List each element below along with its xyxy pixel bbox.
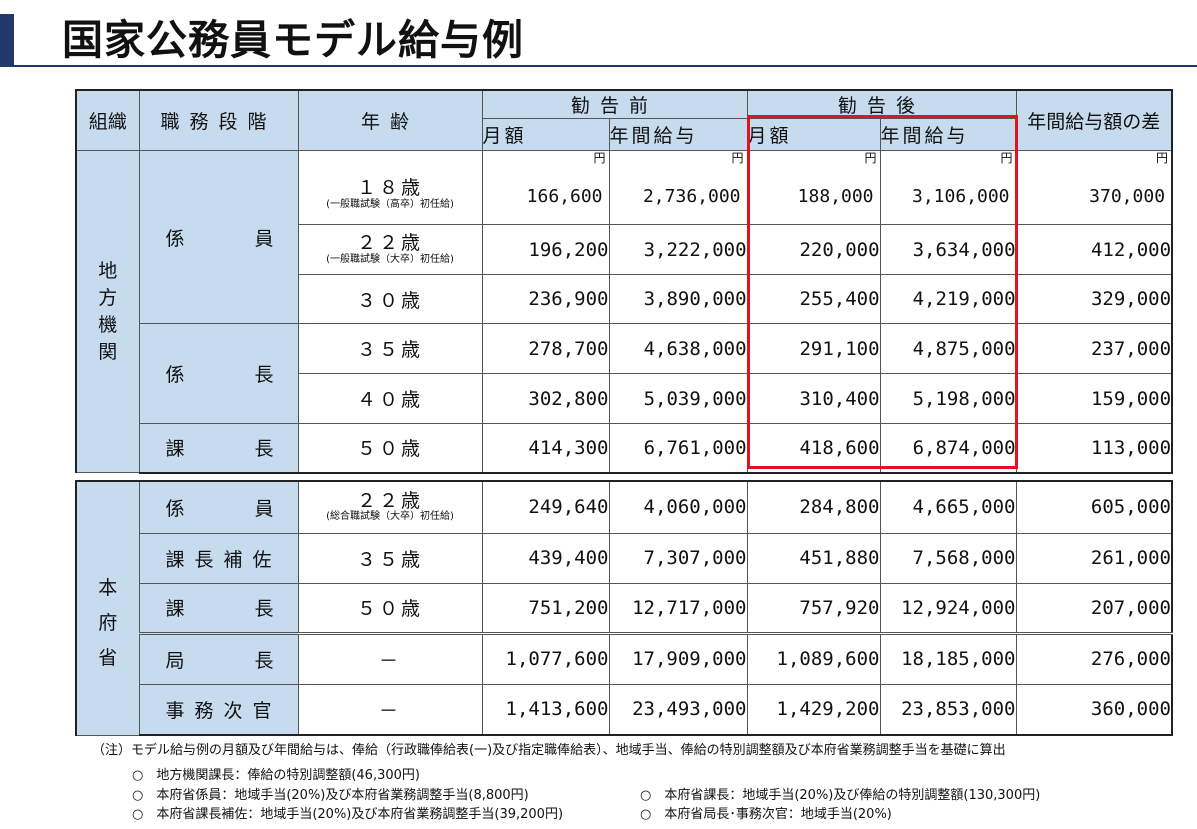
age-cell: ３５歳 (297, 323, 483, 374)
header-organization: 組織 (75, 89, 140, 151)
position-staff: 係員 (138, 150, 299, 324)
table-row: 局長 － 1,077,600 17,909,000 1,089,600 18,1… (76, 632, 1173, 685)
age-cell: ３０歳 (297, 274, 483, 324)
age-cell: １８歳 (一般職試験（高卒）初任給) (297, 150, 483, 225)
position-section-chief: 課長 (138, 423, 299, 474)
position-vice-minister: 事務次官 (138, 683, 299, 736)
table-row: 事務次官 － 1,413,600 23,493,000 1,429,200 23… (76, 683, 1173, 736)
ministry-salary-table: 本 府 省 係員 ２２歳 (総合職試験（大卒）初任給) 249,640 4,060… (75, 480, 1173, 736)
age-cell: ３５歳 (297, 532, 483, 584)
table-row: 課長 ５０歳 414,300 6,761,000 418,600 6,874,0… (76, 423, 1174, 474)
table-row: ３０歳 236,900 3,890,000 255,400 4,219,000 … (76, 274, 1174, 324)
age-cell: ２２歳 (総合職試験（大卒）初任給) (297, 480, 483, 534)
header-age: 年齢 (297, 89, 483, 151)
note-item: ○ 本府省課長：地域手当(20%)及び俸給の特別調整額(130,300円) (640, 788, 1041, 803)
header-after-annual: 年間給与 (879, 118, 1017, 151)
position-bureau-director: 局長 (138, 632, 299, 685)
header-after-monthly: 月額 (746, 118, 881, 151)
header-after: 勧告後 (746, 89, 1017, 119)
age-cell: ５０歳 (297, 423, 483, 474)
page-title: 国家公務員モデル給与例 (62, 16, 524, 64)
header-before-annual: 年間給与 (608, 118, 748, 151)
notes-intro: （注）モデル給与例の月額及び年間給与は、俸給（行政職俸給表(一)及び指定職俸給表… (92, 743, 1006, 758)
age-cell: － (297, 632, 483, 685)
header-diff: 年間給与額の差 (1015, 89, 1174, 151)
age-cell: － (297, 683, 483, 736)
age-cell: ５０歳 (297, 582, 483, 635)
table-row: 本 府 省 係員 ２２歳 (総合職試験（大卒）初任給) 249,640 4,060… (75, 480, 1173, 736)
notes-section: （注）モデル給与例の月額及び年間給与は、俸給（行政職俸給表(一)及び指定職俸給表… (92, 741, 1040, 822)
table-row: ２２歳 (一般職試験（大卒）初任給) 196,200 3,222,000 220,… (76, 224, 1174, 275)
org-ministry: 本 府 省 (75, 480, 140, 736)
header-before: 勧告前 (481, 89, 748, 119)
position-director: 課長 (138, 582, 299, 635)
title-underline (0, 65, 1197, 67)
table-row: 係長 ３５歳 278,700 4,638,000 291,100 4,875,0… (76, 323, 1174, 424)
org-regional: 地 方 機 関 (75, 150, 140, 473)
title-accent-bar (0, 14, 14, 66)
position-chief: 係長 (138, 323, 299, 424)
note-item: ○ 本府省課長補佐：地域手当(20%)及び本府省業務調整手当(39,200円) (132, 807, 564, 822)
header-before-monthly: 月額 (481, 118, 610, 151)
note-item: ○ 本府省係員：地域手当(20%)及び本府省業務調整手当(8,800円) (132, 788, 529, 803)
header-position: 職務段階 (138, 89, 299, 151)
position-assistant-director: 課長補佐 (138, 532, 299, 584)
note-item: ○ 地方機関課長：俸給の特別調整額(46,300円) (132, 768, 420, 783)
position-staff: 係員 (138, 480, 299, 534)
age-cell: ２２歳 (一般職試験（大卒）初任給) (297, 224, 483, 275)
note-item: ○ 本府省局長･事務次官：地域手当(20%) (640, 807, 892, 822)
table-row: 課長補佐 ３５歳 439,400 7,307,000 451,880 7,568… (76, 532, 1173, 584)
table-row: 課長 ５０歳 751,200 12,717,000 757,920 12,924… (76, 582, 1173, 635)
regional-salary-table: 組織 職務段階 年齢 勧告前 勧告後 年間給与額の差 月額 年間給与 月額 年間… (75, 89, 1174, 474)
age-cell: ４０歳 (297, 373, 483, 424)
